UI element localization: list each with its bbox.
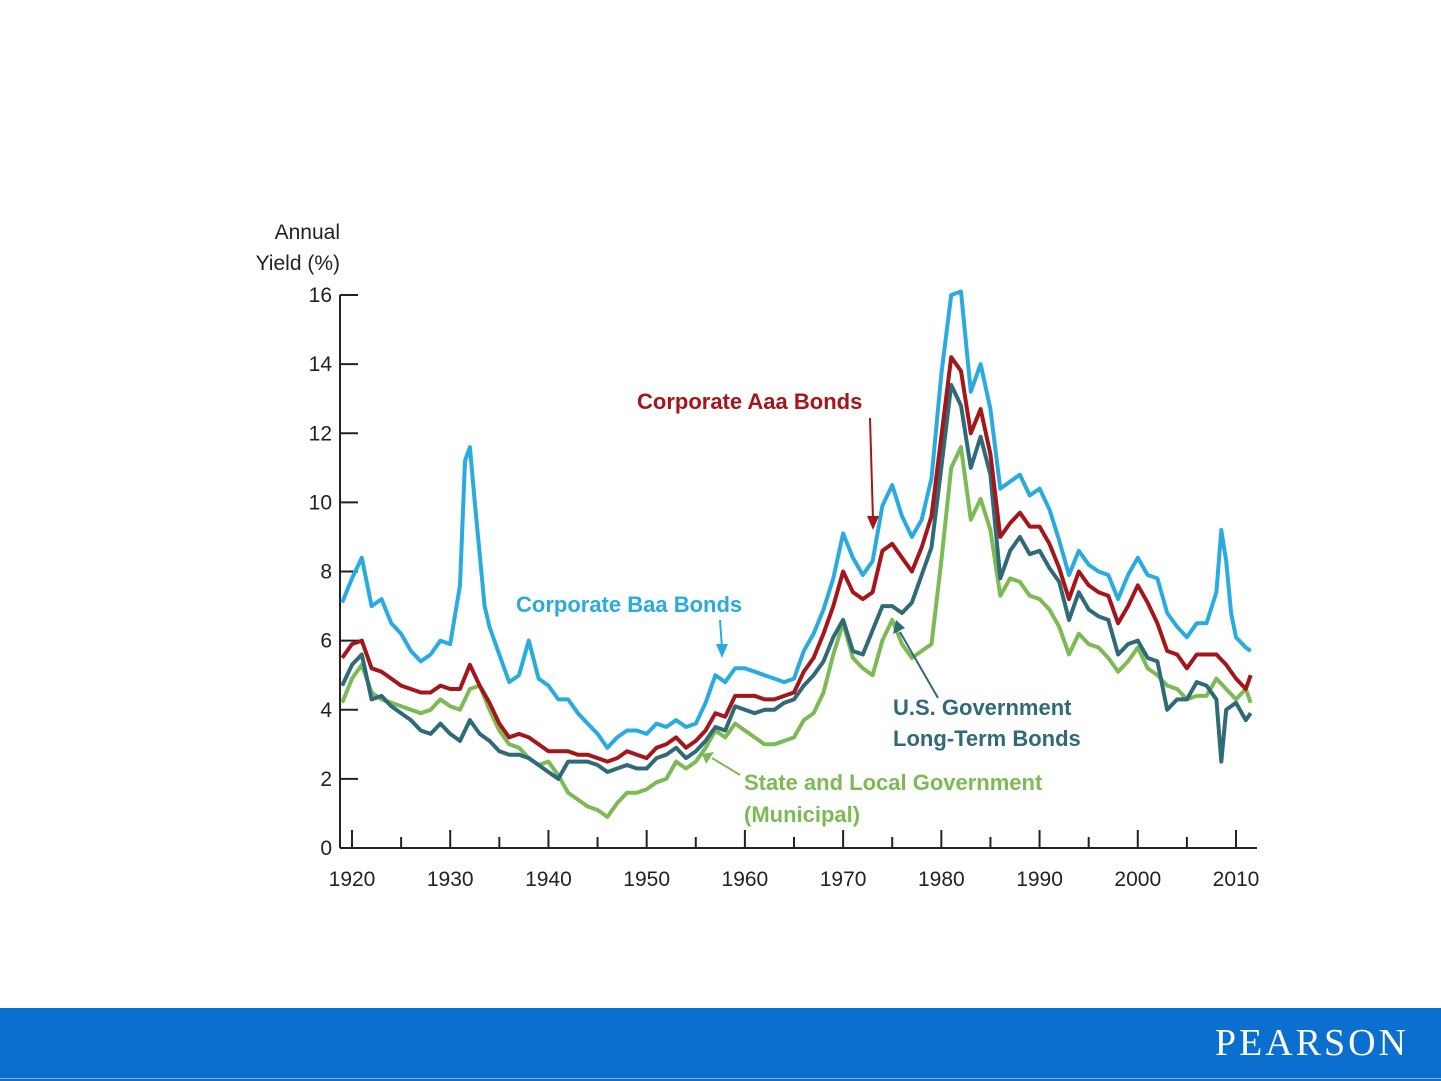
y-tick-label: 10	[309, 491, 332, 514]
y-tick-label: 0	[320, 837, 332, 860]
y-tick-label: 4	[320, 699, 332, 722]
footer-bar: PEARSON	[0, 1008, 1441, 1081]
x-tick-label: 1930	[427, 868, 474, 891]
y-tick-label: 12	[309, 422, 332, 445]
series-label-municipal-line1: State and Local Government	[744, 770, 1043, 795]
leader-arrowhead-corporate-aaa	[867, 516, 879, 530]
x-tick-label: 1970	[820, 868, 867, 891]
x-tick-label: 1980	[918, 868, 965, 891]
x-ticks: 1920 1930 1940 1950 1960 1970 1980 1990 2000 2010	[329, 830, 1260, 891]
series-line-corporate-aaa	[340, 355, 1253, 764]
y-tick-label: 2	[320, 768, 332, 791]
series-line-municipal	[340, 445, 1253, 819]
series-label-corporate-aaa: Corporate Aaa Bonds	[637, 389, 862, 414]
x-tick-label: 1950	[623, 868, 670, 891]
y-axis-title-line2: Yield (%)	[256, 252, 340, 275]
leader-arrowhead-municipal	[702, 752, 714, 764]
series-line-us-govt	[340, 382, 1253, 781]
y-tick-label: 16	[309, 284, 332, 307]
leader-arrowhead-corporate-baa	[716, 644, 728, 658]
x-tick-label: 2000	[1114, 868, 1161, 891]
series-label-municipal-line2: (Municipal)	[744, 802, 860, 827]
leader-us-govt	[899, 631, 939, 699]
leader-corporate-aaa	[869, 417, 874, 521]
label-leaders	[702, 417, 939, 776]
y-tick-label: 14	[309, 353, 333, 376]
series-lines	[340, 289, 1253, 819]
y-tick-label: 6	[320, 630, 332, 653]
x-tick-label: 1920	[329, 868, 376, 891]
leader-corporate-baa	[719, 619, 723, 649]
series-label-us-govt-line1: U.S. Government	[893, 695, 1072, 720]
y-tick-label: 8	[320, 561, 332, 584]
y-ticks: 0 2 4 6 8 10 12 14 16	[309, 284, 358, 860]
x-tick-label: 1990	[1016, 868, 1063, 891]
leader-arrowhead-us-govt	[893, 620, 905, 634]
series-label-corporate-baa: Corporate Baa Bonds	[516, 592, 742, 617]
leader-municipal	[711, 757, 741, 776]
x-tick-label: 1960	[722, 868, 769, 891]
y-axis-title-line1: Annual	[275, 221, 340, 244]
series-line-corporate-baa	[340, 289, 1252, 750]
series-label-us-govt-line2: Long-Term Bonds	[893, 726, 1081, 751]
footer-divider	[0, 1078, 1441, 1079]
x-tick-label: 1940	[525, 868, 572, 891]
x-tick-label: 2010	[1213, 868, 1260, 891]
pearson-logo: PEARSON	[1214, 1022, 1409, 1064]
